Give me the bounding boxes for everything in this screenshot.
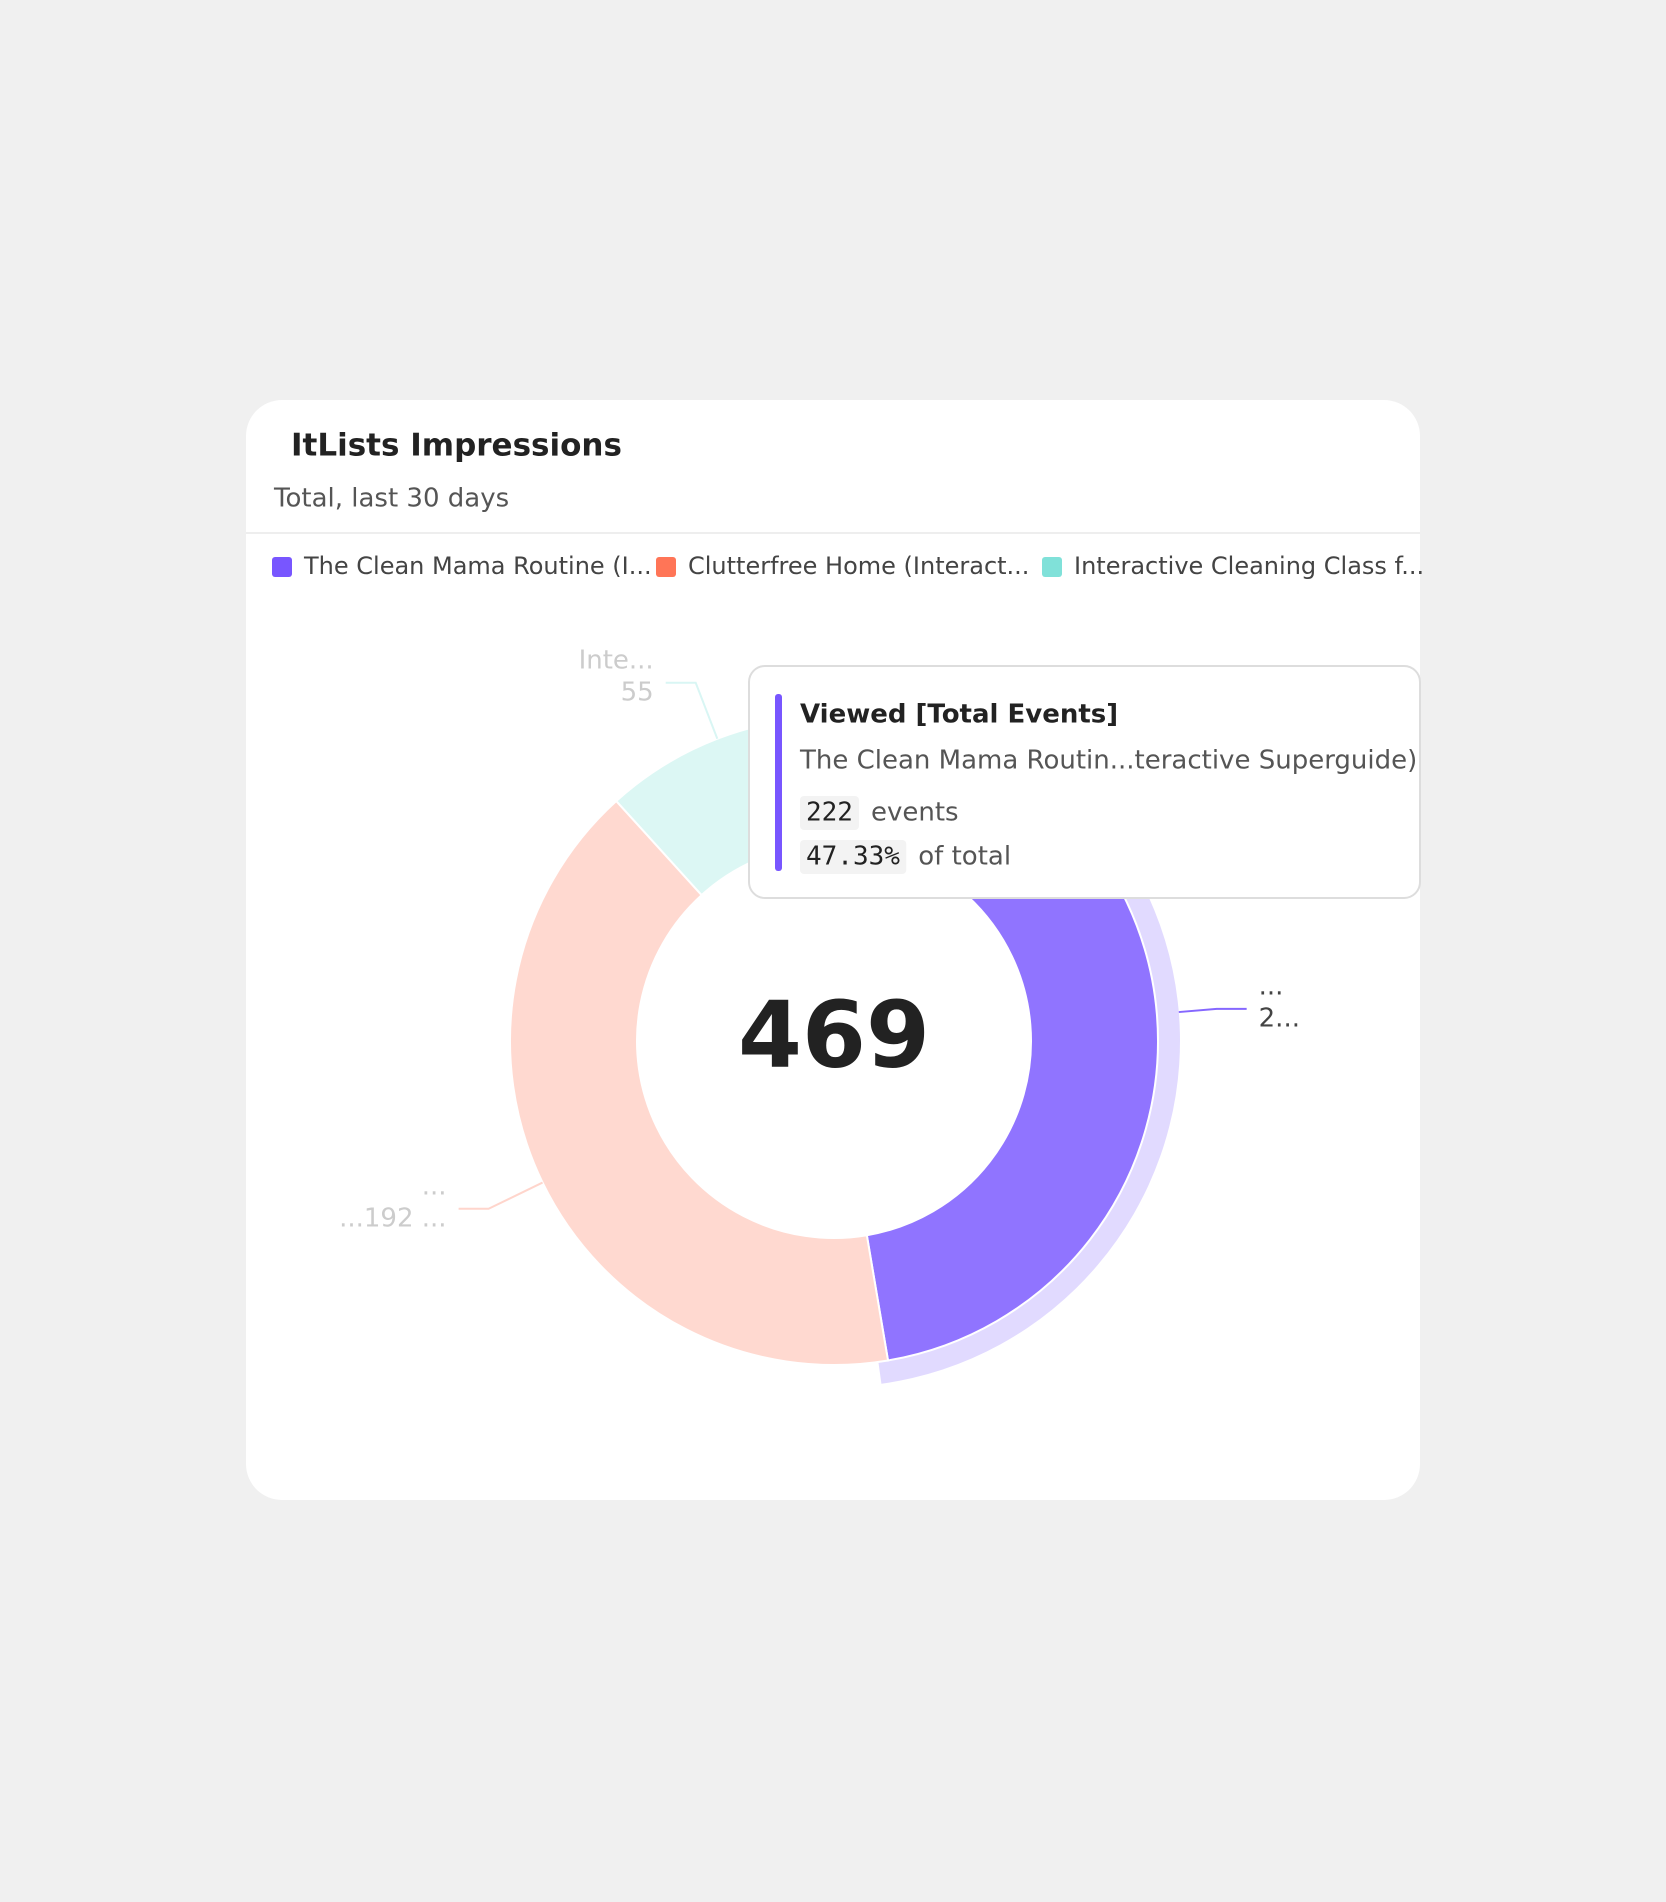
tooltip-value: 222 bbox=[806, 798, 853, 828]
leader-line bbox=[665, 681, 719, 740]
slice-name-label: Inte... bbox=[579, 645, 654, 675]
legend-swatch bbox=[272, 557, 292, 577]
tooltip: Viewed [Total Events] The Clean Mama Rou… bbox=[748, 665, 1421, 899]
slice bbox=[509, 799, 890, 1366]
leader-line bbox=[458, 1181, 543, 1210]
slice-value-label: 55 bbox=[621, 677, 654, 707]
legend-label: Clutterfree Home (Interact... bbox=[688, 552, 1029, 580]
legend-label: Interactive Cleaning Class f... bbox=[1074, 552, 1424, 580]
slice-value-label: ...192 ... bbox=[339, 1203, 446, 1233]
slice-value-label: 2... bbox=[1259, 1003, 1300, 1033]
slice-name-label: ... bbox=[422, 1171, 447, 1201]
tooltip-percent: 47.33% bbox=[806, 842, 900, 872]
legend-label: The Clean Mama Routine (I... bbox=[303, 552, 652, 580]
value-bg bbox=[800, 796, 859, 830]
tooltip-accent bbox=[775, 694, 782, 871]
percent-bg bbox=[800, 840, 907, 874]
slice-name-label: ... bbox=[1259, 971, 1284, 1001]
leader-line bbox=[1178, 1007, 1247, 1014]
legend-swatch bbox=[1042, 557, 1062, 577]
card-title: ItLists Impressions bbox=[291, 428, 622, 464]
tooltip-name: The Clean Mama Routin...teractive Superg… bbox=[799, 746, 1417, 776]
card-subtitle: Total, last 30 days bbox=[273, 484, 509, 514]
tooltip-title: Viewed [Total Events] bbox=[800, 700, 1118, 730]
tooltip-box bbox=[748, 665, 1421, 899]
tooltip-value-unit: events bbox=[871, 798, 959, 828]
center-total: 469 bbox=[738, 981, 930, 1088]
legend-swatch bbox=[656, 557, 676, 577]
tooltip-percent-unit: of total bbox=[918, 842, 1011, 872]
